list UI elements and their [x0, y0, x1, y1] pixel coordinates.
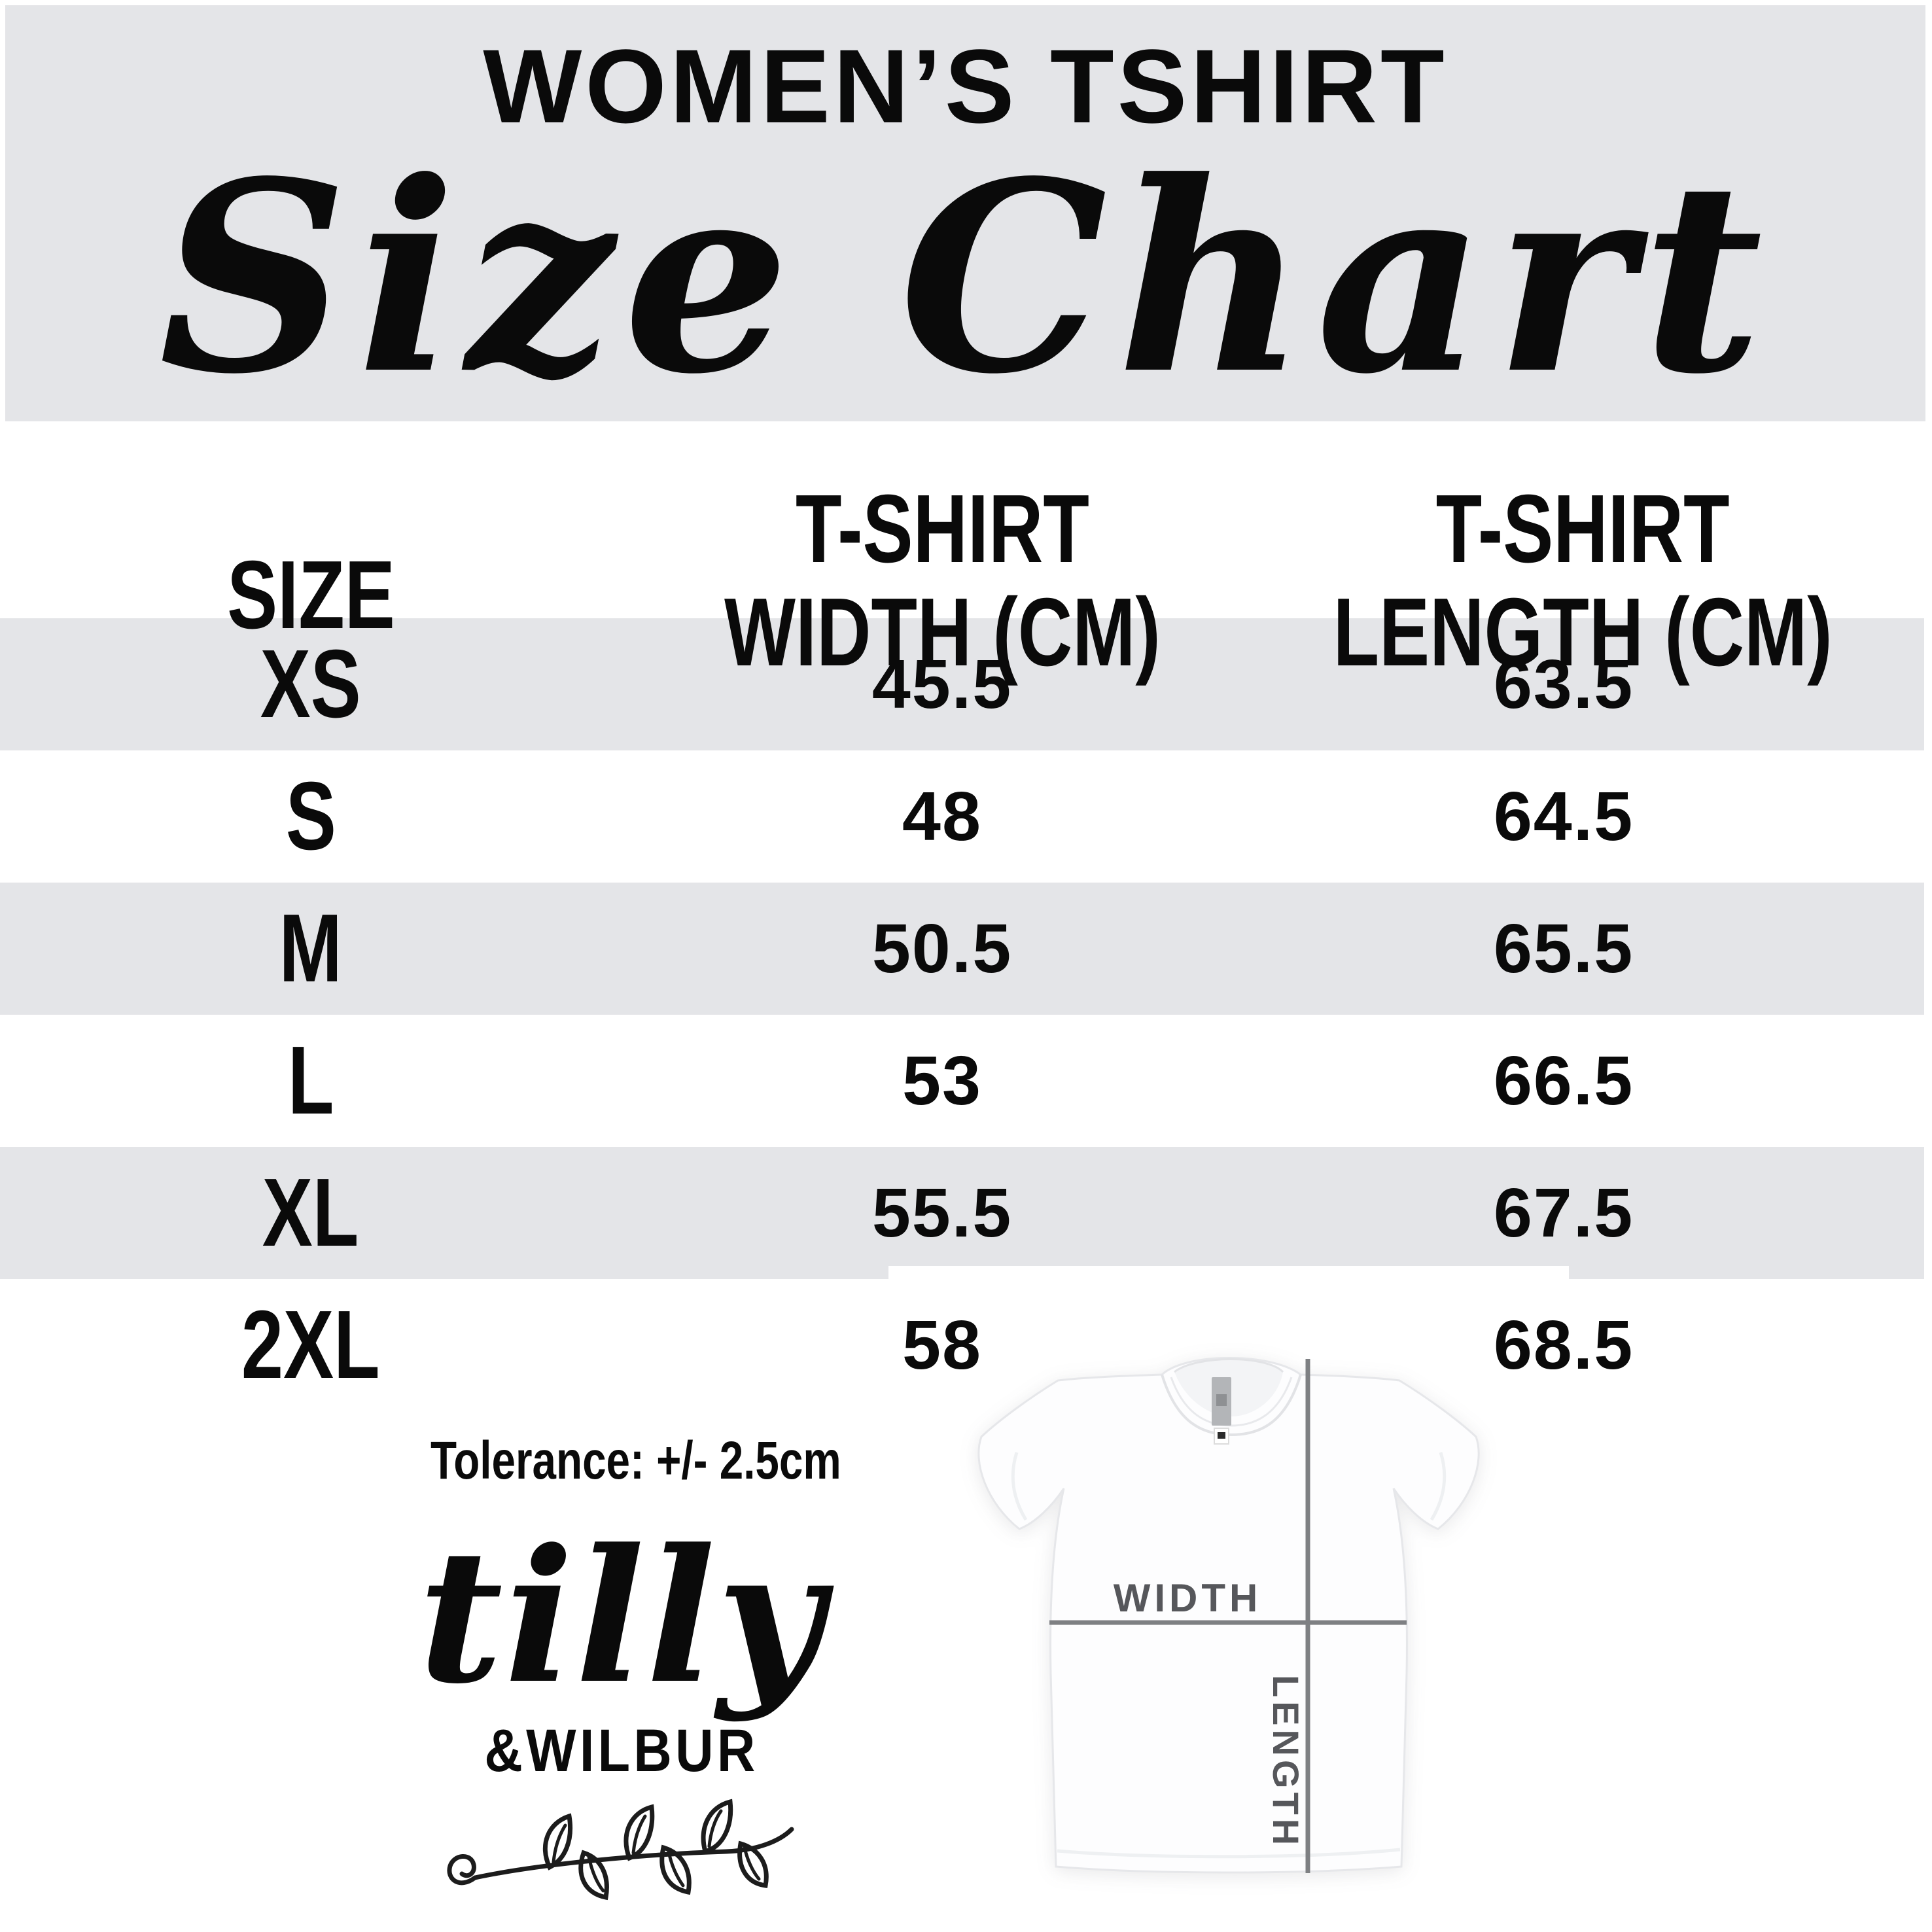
column-header-length: T-SHIRT LENGTH (CM) [1263, 478, 1865, 684]
size-cell: S [285, 762, 336, 870]
table-row: L 53 66.5 [0, 1015, 1932, 1147]
length-cell: 68.5 [1493, 1306, 1634, 1384]
size-cell: M [279, 894, 343, 1002]
length-cell: 64.5 [1493, 777, 1634, 855]
table-header-row: SIZE T-SHIRT WIDTH (CM) T-SHIRT LENGTH (… [0, 425, 1932, 684]
row-stripe [0, 883, 1924, 1015]
width-label: WIDTH [1114, 1576, 1262, 1620]
neck-tag-logo [1216, 1394, 1227, 1406]
table-row: M 50.5 65.5 [0, 883, 1932, 1015]
column-header-width: T-SHIRT WIDTH (CM) [622, 478, 1263, 684]
length-cell: 67.5 [1493, 1174, 1634, 1252]
brand-name: tilly [418, 1509, 825, 1725]
column-header-size: SIZE [0, 544, 622, 647]
size-cell: XL [262, 1159, 359, 1267]
table-row: XS 45.5 63.5 [0, 618, 1932, 750]
table-row: S 48 64.5 [0, 750, 1932, 883]
column-header-length-line1: T-SHIRT [1435, 475, 1730, 583]
column-header-width-line2: WIDTH (CM) [724, 578, 1161, 686]
length-cell: 65.5 [1493, 909, 1634, 987]
width-cell: 50.5 [871, 909, 1013, 987]
hem-stitch [1057, 1848, 1401, 1859]
script-subtitle: Size Chart [158, 124, 1772, 432]
table-row: 2XL 58 68.5 [0, 1279, 1932, 1411]
size-cell: 2XL [241, 1291, 380, 1399]
length-cell: 63.5 [1493, 645, 1634, 723]
table-row: XL 55.5 67.5 [0, 1147, 1932, 1279]
tshirt-photo: WIDTH LENGTH [888, 1266, 1569, 1932]
laurel-branch-icon [447, 1799, 794, 1901]
tshirt-graphic: WIDTH LENGTH [977, 1357, 1480, 1874]
width-cell: 53 [902, 1042, 982, 1119]
page-title: WOMEN’S TSHIRT [483, 27, 1448, 145]
back-collar-seam [1174, 1358, 1284, 1373]
tshirt-icon [977, 1357, 1480, 1874]
length-label: LENGTH [1265, 1675, 1307, 1849]
collar-ribbing [1170, 1377, 1293, 1427]
brand-name-secondary: &WILBUR [484, 1717, 759, 1784]
sleeve-crease-right [1430, 1452, 1447, 1521]
size-cell: L [287, 1027, 334, 1134]
column-header-width-line1: T-SHIRT [795, 475, 1089, 583]
width-cell: 48 [902, 777, 982, 855]
width-cell: 45.5 [871, 645, 1013, 723]
collar-seam [1161, 1374, 1302, 1437]
row-stripe [0, 1147, 1924, 1279]
size-cell: XS [260, 630, 362, 738]
sleeve-crease-left [1011, 1452, 1028, 1521]
row-stripe [0, 618, 1924, 750]
brand-logo: tilly &WILBUR [262, 1519, 981, 1909]
size-tab-mark [1218, 1432, 1225, 1439]
column-header-size-label: SIZE [226, 541, 395, 649]
width-cell: 58 [902, 1306, 982, 1384]
tolerance-note: Tolerance: +/- 2.5cm [430, 1431, 841, 1490]
column-header-length-line2: LENGTH (CM) [1333, 578, 1833, 686]
length-cell: 66.5 [1493, 1042, 1634, 1119]
title-banner: WOMEN’S TSHIRT Size Chart [5, 5, 1925, 421]
width-cell: 55.5 [871, 1174, 1013, 1252]
